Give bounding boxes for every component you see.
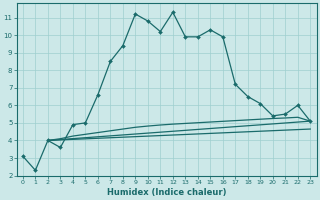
X-axis label: Humidex (Indice chaleur): Humidex (Indice chaleur)	[107, 188, 226, 197]
